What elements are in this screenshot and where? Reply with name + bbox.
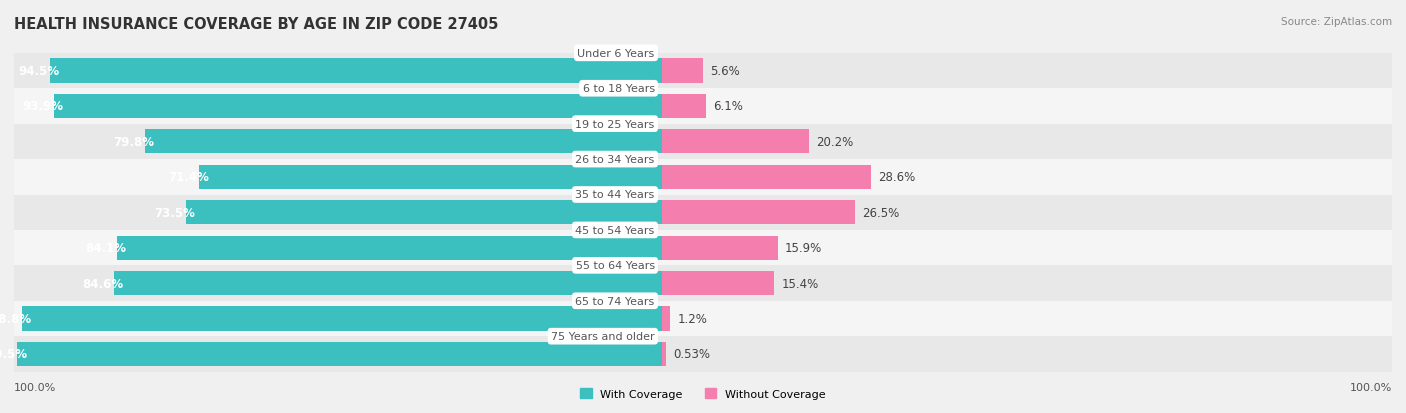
Text: 84.1%: 84.1% bbox=[86, 242, 127, 254]
Bar bbox=[14, 336, 662, 372]
Text: 45 to 54 Years: 45 to 54 Years bbox=[575, 225, 655, 235]
Text: 26 to 34 Years: 26 to 34 Years bbox=[575, 155, 655, 165]
Text: Source: ZipAtlas.com: Source: ZipAtlas.com bbox=[1281, 17, 1392, 26]
Text: 20.2%: 20.2% bbox=[817, 135, 853, 149]
Text: 100.0%: 100.0% bbox=[14, 382, 56, 392]
Bar bbox=[14, 266, 662, 301]
Bar bbox=[662, 124, 1392, 160]
Bar bbox=[662, 201, 855, 225]
Text: HEALTH INSURANCE COVERAGE BY AGE IN ZIP CODE 27405: HEALTH INSURANCE COVERAGE BY AGE IN ZIP … bbox=[14, 17, 499, 31]
Bar bbox=[14, 230, 662, 266]
Bar bbox=[53, 95, 662, 119]
Text: 28.6%: 28.6% bbox=[877, 171, 915, 184]
Text: 79.8%: 79.8% bbox=[114, 135, 155, 149]
Text: 15.4%: 15.4% bbox=[782, 277, 818, 290]
Bar bbox=[114, 271, 662, 295]
Text: 93.9%: 93.9% bbox=[22, 100, 63, 113]
Bar bbox=[22, 307, 662, 331]
Text: 98.8%: 98.8% bbox=[0, 312, 31, 325]
Bar bbox=[14, 89, 662, 124]
Bar bbox=[14, 124, 662, 160]
Text: 6.1%: 6.1% bbox=[713, 100, 744, 113]
Bar bbox=[200, 165, 662, 190]
Bar bbox=[14, 195, 662, 230]
Bar bbox=[49, 59, 662, 83]
Bar bbox=[662, 165, 870, 190]
Bar bbox=[14, 160, 662, 195]
Bar bbox=[662, 230, 1392, 266]
Text: 94.5%: 94.5% bbox=[18, 65, 59, 78]
Bar bbox=[662, 301, 1392, 336]
Bar bbox=[17, 342, 662, 366]
Bar bbox=[662, 54, 1392, 89]
Bar bbox=[14, 54, 662, 89]
Text: 35 to 44 Years: 35 to 44 Years bbox=[575, 190, 655, 200]
Bar bbox=[662, 271, 775, 295]
Text: 84.6%: 84.6% bbox=[83, 277, 124, 290]
Bar bbox=[662, 130, 810, 154]
Bar bbox=[145, 130, 662, 154]
Bar bbox=[662, 95, 706, 119]
Bar bbox=[662, 266, 1392, 301]
Text: 19 to 25 Years: 19 to 25 Years bbox=[575, 119, 655, 129]
Text: Under 6 Years: Under 6 Years bbox=[578, 49, 655, 59]
Bar bbox=[662, 236, 778, 260]
Text: 0.53%: 0.53% bbox=[673, 348, 710, 361]
Bar bbox=[662, 307, 671, 331]
Text: 5.6%: 5.6% bbox=[710, 65, 740, 78]
Text: 71.4%: 71.4% bbox=[169, 171, 209, 184]
Text: 26.5%: 26.5% bbox=[862, 206, 900, 219]
Text: 99.5%: 99.5% bbox=[0, 348, 27, 361]
Legend: With Coverage, Without Coverage: With Coverage, Without Coverage bbox=[576, 384, 830, 404]
Bar bbox=[662, 336, 1392, 372]
Text: 15.9%: 15.9% bbox=[785, 242, 823, 254]
Bar bbox=[662, 342, 665, 366]
Bar bbox=[662, 160, 1392, 195]
Text: 55 to 64 Years: 55 to 64 Years bbox=[575, 261, 655, 271]
Bar bbox=[117, 236, 662, 260]
Text: 73.5%: 73.5% bbox=[155, 206, 195, 219]
Bar bbox=[662, 195, 1392, 230]
Text: 1.2%: 1.2% bbox=[678, 312, 707, 325]
Bar bbox=[14, 301, 662, 336]
Text: 65 to 74 Years: 65 to 74 Years bbox=[575, 296, 655, 306]
Bar bbox=[186, 201, 662, 225]
Text: 75 Years and older: 75 Years and older bbox=[551, 331, 655, 342]
Bar bbox=[662, 59, 703, 83]
Text: 6 to 18 Years: 6 to 18 Years bbox=[582, 84, 655, 94]
Bar bbox=[662, 89, 1392, 124]
Text: 100.0%: 100.0% bbox=[1350, 382, 1392, 392]
